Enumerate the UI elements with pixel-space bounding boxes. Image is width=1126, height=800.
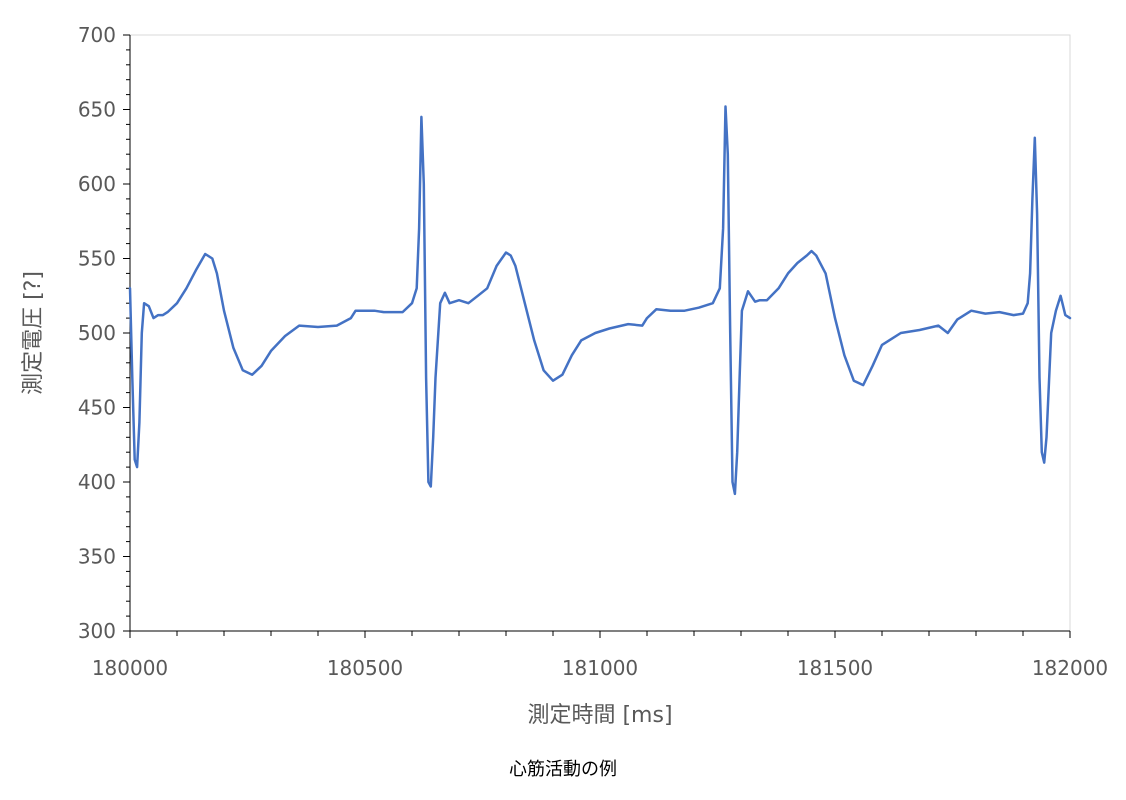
y-tick-label: 350 (78, 545, 116, 569)
x-tick-label: 182000 (1032, 656, 1108, 680)
x-axis-title: 測定時間 [ms] (527, 703, 672, 728)
y-tick-label: 600 (78, 172, 116, 196)
x-axis: 180000 180500 181000 181500 182000 (92, 630, 1108, 680)
y-tick-label: 300 (78, 619, 116, 643)
x-tick-label: 180000 (92, 656, 168, 680)
y-tick-label: 550 (78, 247, 116, 271)
y-axis: 300 350 400 450 500 550 600 650 700 (78, 23, 131, 643)
y-tick-label: 500 (78, 321, 116, 345)
chart-caption: 心筋活動の例 (509, 759, 617, 780)
y-tick-label: 650 (78, 98, 116, 122)
series-line-0 (128, 105, 1072, 496)
series-layer (128, 105, 1072, 496)
y-tick-label: 700 (78, 23, 116, 47)
x-tick-label: 181500 (797, 656, 873, 680)
plot-frame (129, 34, 1071, 632)
x-tick-label: 180500 (327, 656, 403, 680)
y-tick-label: 400 (78, 470, 116, 494)
x-tick-label: 181000 (562, 656, 638, 680)
y-axis-title: 測定電圧 [?] (21, 271, 46, 395)
y-tick-label: 450 (78, 396, 116, 420)
